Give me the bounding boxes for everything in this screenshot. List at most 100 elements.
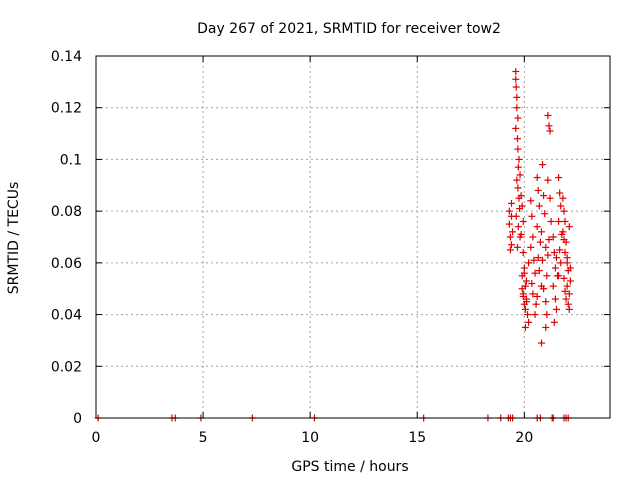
data-point xyxy=(513,176,521,184)
data-point xyxy=(517,192,525,200)
data-point xyxy=(514,114,522,122)
data-point xyxy=(540,192,548,200)
data-point xyxy=(505,207,513,215)
data-point xyxy=(513,93,521,101)
data-point xyxy=(514,145,522,153)
data-point xyxy=(546,194,554,202)
data-point xyxy=(544,176,552,184)
chart-title: Day 267 of 2021, SRMTID for receiver tow… xyxy=(197,21,501,37)
data-point xyxy=(525,259,533,267)
data-point xyxy=(559,194,567,202)
data-point xyxy=(522,277,530,285)
data-point xyxy=(520,269,528,277)
data-point xyxy=(560,236,568,244)
data-points xyxy=(94,68,574,422)
data-point xyxy=(552,254,560,262)
data-point xyxy=(533,292,541,300)
data-point xyxy=(521,305,529,313)
data-point xyxy=(514,223,522,231)
data-point xyxy=(522,298,530,306)
data-point xyxy=(524,311,532,319)
data-point xyxy=(551,295,559,303)
data-point xyxy=(563,282,571,290)
data-point xyxy=(533,223,541,231)
data-point xyxy=(512,83,520,91)
data-point xyxy=(559,228,567,236)
data-point xyxy=(505,220,513,228)
data-point xyxy=(518,285,526,293)
data-point xyxy=(519,292,527,300)
data-point xyxy=(560,207,568,215)
data-point xyxy=(506,233,514,241)
data-point xyxy=(564,300,572,308)
data-point xyxy=(512,124,520,132)
y-tick-label: 0 xyxy=(73,411,82,427)
data-point xyxy=(565,305,573,313)
data-point xyxy=(513,243,521,251)
data-point xyxy=(529,290,537,298)
data-point xyxy=(515,155,523,163)
data-point xyxy=(562,295,570,303)
data-point xyxy=(550,249,558,257)
data-point xyxy=(555,174,563,182)
y-tick-label: 0.14 xyxy=(51,49,82,65)
data-point xyxy=(542,243,550,251)
x-tick-label: 20 xyxy=(515,430,533,446)
data-point xyxy=(527,243,535,251)
data-point xyxy=(557,202,565,210)
data-point xyxy=(512,212,520,220)
data-point xyxy=(534,254,542,262)
data-point xyxy=(556,189,564,197)
data-point xyxy=(565,223,573,231)
data-point xyxy=(540,285,548,293)
y-tick-label: 0.1 xyxy=(60,152,82,168)
data-point xyxy=(519,217,527,225)
data-point xyxy=(512,68,520,76)
y-tick-label: 0.12 xyxy=(51,101,82,117)
data-point xyxy=(516,171,524,179)
data-point xyxy=(550,318,558,326)
data-point xyxy=(566,277,574,285)
data-point xyxy=(513,135,521,143)
gridlines xyxy=(96,56,610,418)
data-point xyxy=(542,298,550,306)
data-point xyxy=(546,127,554,135)
data-point xyxy=(531,311,539,319)
data-point xyxy=(544,251,552,259)
data-point xyxy=(509,228,517,236)
data-point xyxy=(547,217,555,225)
data-point xyxy=(543,311,551,319)
data-point xyxy=(529,233,537,241)
data-point xyxy=(542,324,550,331)
data-point xyxy=(556,246,564,254)
x-tick-label: 15 xyxy=(408,430,426,446)
data-point xyxy=(528,212,536,220)
data-point xyxy=(512,75,520,83)
x-tick-label: 10 xyxy=(301,430,319,446)
data-point xyxy=(566,264,574,272)
data-point xyxy=(552,305,560,313)
data-point xyxy=(545,122,553,130)
data-point xyxy=(525,318,533,326)
data-point xyxy=(557,259,565,267)
data-point xyxy=(535,267,543,275)
x-tick-labels: 0 5 10 15 20 xyxy=(92,430,534,446)
data-point xyxy=(563,254,571,262)
data-point xyxy=(543,272,551,280)
data-point xyxy=(517,230,525,238)
data-point xyxy=(507,199,515,207)
y-axis-label: SRMTID / TECUs xyxy=(6,182,22,295)
data-point xyxy=(545,236,553,244)
data-point xyxy=(561,217,569,225)
y-tick-label: 0.08 xyxy=(51,204,82,220)
data-point xyxy=(506,246,514,254)
data-point xyxy=(537,228,545,236)
data-point xyxy=(551,264,559,272)
data-point xyxy=(532,300,540,308)
data-point xyxy=(531,269,539,277)
data-point xyxy=(514,163,522,171)
data-point xyxy=(514,184,522,192)
data-point xyxy=(541,210,549,218)
y-tick-label: 0.06 xyxy=(51,256,82,272)
